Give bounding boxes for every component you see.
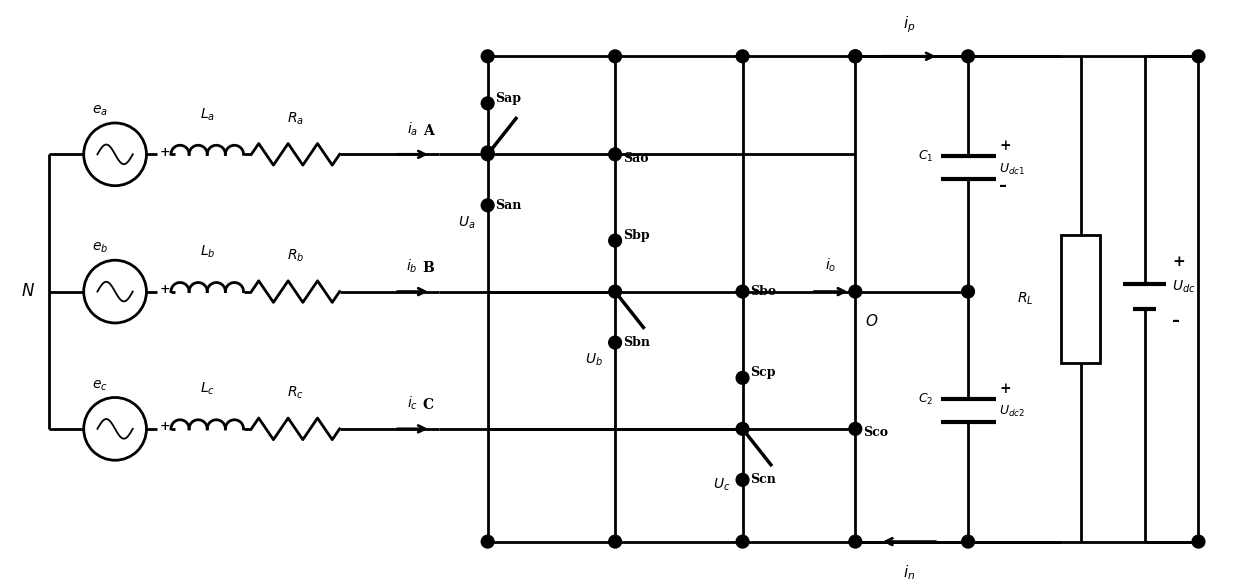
Text: +: + — [160, 283, 170, 296]
Bar — [1061, 235, 1100, 363]
Circle shape — [737, 285, 749, 298]
Text: +: + — [1172, 255, 1184, 269]
Circle shape — [737, 50, 749, 63]
Text: $i_p$: $i_p$ — [903, 14, 915, 35]
Text: $L_c$: $L_c$ — [200, 381, 215, 397]
Circle shape — [609, 234, 621, 247]
Text: $U_{dc}$: $U_{dc}$ — [1172, 279, 1195, 295]
Text: $e_a$: $e_a$ — [93, 104, 108, 118]
Circle shape — [1192, 535, 1205, 548]
Circle shape — [737, 372, 749, 384]
Text: Sbo: Sbo — [750, 285, 776, 298]
Text: $C_1$: $C_1$ — [919, 149, 934, 164]
Circle shape — [609, 535, 621, 548]
Text: $R_L$: $R_L$ — [1017, 291, 1034, 307]
Text: $e_b$: $e_b$ — [92, 241, 108, 255]
Text: $R_c$: $R_c$ — [286, 385, 304, 401]
Text: $U_a$: $U_a$ — [459, 214, 476, 231]
Text: +: + — [160, 146, 170, 159]
Text: $U_b$: $U_b$ — [585, 352, 604, 369]
Text: $C_2$: $C_2$ — [919, 391, 934, 407]
Text: $R_a$: $R_a$ — [286, 111, 304, 127]
Text: $U_{dc2}$: $U_{dc2}$ — [999, 404, 1025, 419]
Circle shape — [609, 148, 621, 161]
Circle shape — [962, 50, 975, 63]
Text: B: B — [422, 261, 434, 275]
Circle shape — [481, 97, 494, 110]
Circle shape — [849, 423, 862, 435]
Text: $L_a$: $L_a$ — [200, 107, 215, 123]
Circle shape — [481, 148, 494, 161]
Circle shape — [849, 50, 862, 63]
Circle shape — [481, 535, 494, 548]
Text: Scn: Scn — [750, 473, 776, 486]
Text: Sap: Sap — [496, 92, 522, 105]
Text: $U_{dc1}$: $U_{dc1}$ — [999, 162, 1025, 176]
Text: -: - — [999, 177, 1007, 195]
Circle shape — [737, 535, 749, 548]
Text: +: + — [160, 420, 170, 434]
Text: +: + — [999, 382, 1011, 396]
Text: $R_b$: $R_b$ — [286, 248, 304, 264]
Text: $i_c$: $i_c$ — [407, 395, 418, 412]
Circle shape — [481, 50, 494, 63]
Text: Sbn: Sbn — [622, 336, 650, 349]
Text: $i_b$: $i_b$ — [407, 257, 418, 275]
Text: $i_a$: $i_a$ — [407, 120, 418, 138]
Text: +: + — [999, 139, 1011, 154]
Circle shape — [609, 50, 621, 63]
Text: C: C — [423, 398, 434, 412]
Text: $N$: $N$ — [21, 283, 35, 300]
Text: $U_c$: $U_c$ — [713, 477, 730, 493]
Circle shape — [962, 285, 975, 298]
Circle shape — [737, 423, 749, 435]
Text: $i_n$: $i_n$ — [903, 563, 915, 582]
Circle shape — [962, 535, 975, 548]
Text: Sbp: Sbp — [622, 229, 650, 242]
Circle shape — [1192, 50, 1205, 63]
Circle shape — [609, 285, 621, 298]
Text: Scp: Scp — [750, 366, 776, 380]
Text: San: San — [496, 199, 522, 212]
Circle shape — [609, 336, 621, 349]
Text: -: - — [1172, 312, 1180, 329]
Text: $O$: $O$ — [866, 313, 878, 329]
Circle shape — [481, 146, 494, 159]
Text: $e_c$: $e_c$ — [93, 378, 108, 393]
Circle shape — [849, 535, 862, 548]
Circle shape — [737, 473, 749, 486]
Text: $L_b$: $L_b$ — [200, 244, 215, 260]
Circle shape — [481, 199, 494, 212]
Text: A: A — [423, 124, 434, 138]
Text: Sao: Sao — [622, 152, 649, 165]
Text: $i_o$: $i_o$ — [825, 257, 837, 274]
Text: Sco: Sco — [863, 426, 888, 440]
Circle shape — [849, 285, 862, 298]
Circle shape — [849, 50, 862, 63]
